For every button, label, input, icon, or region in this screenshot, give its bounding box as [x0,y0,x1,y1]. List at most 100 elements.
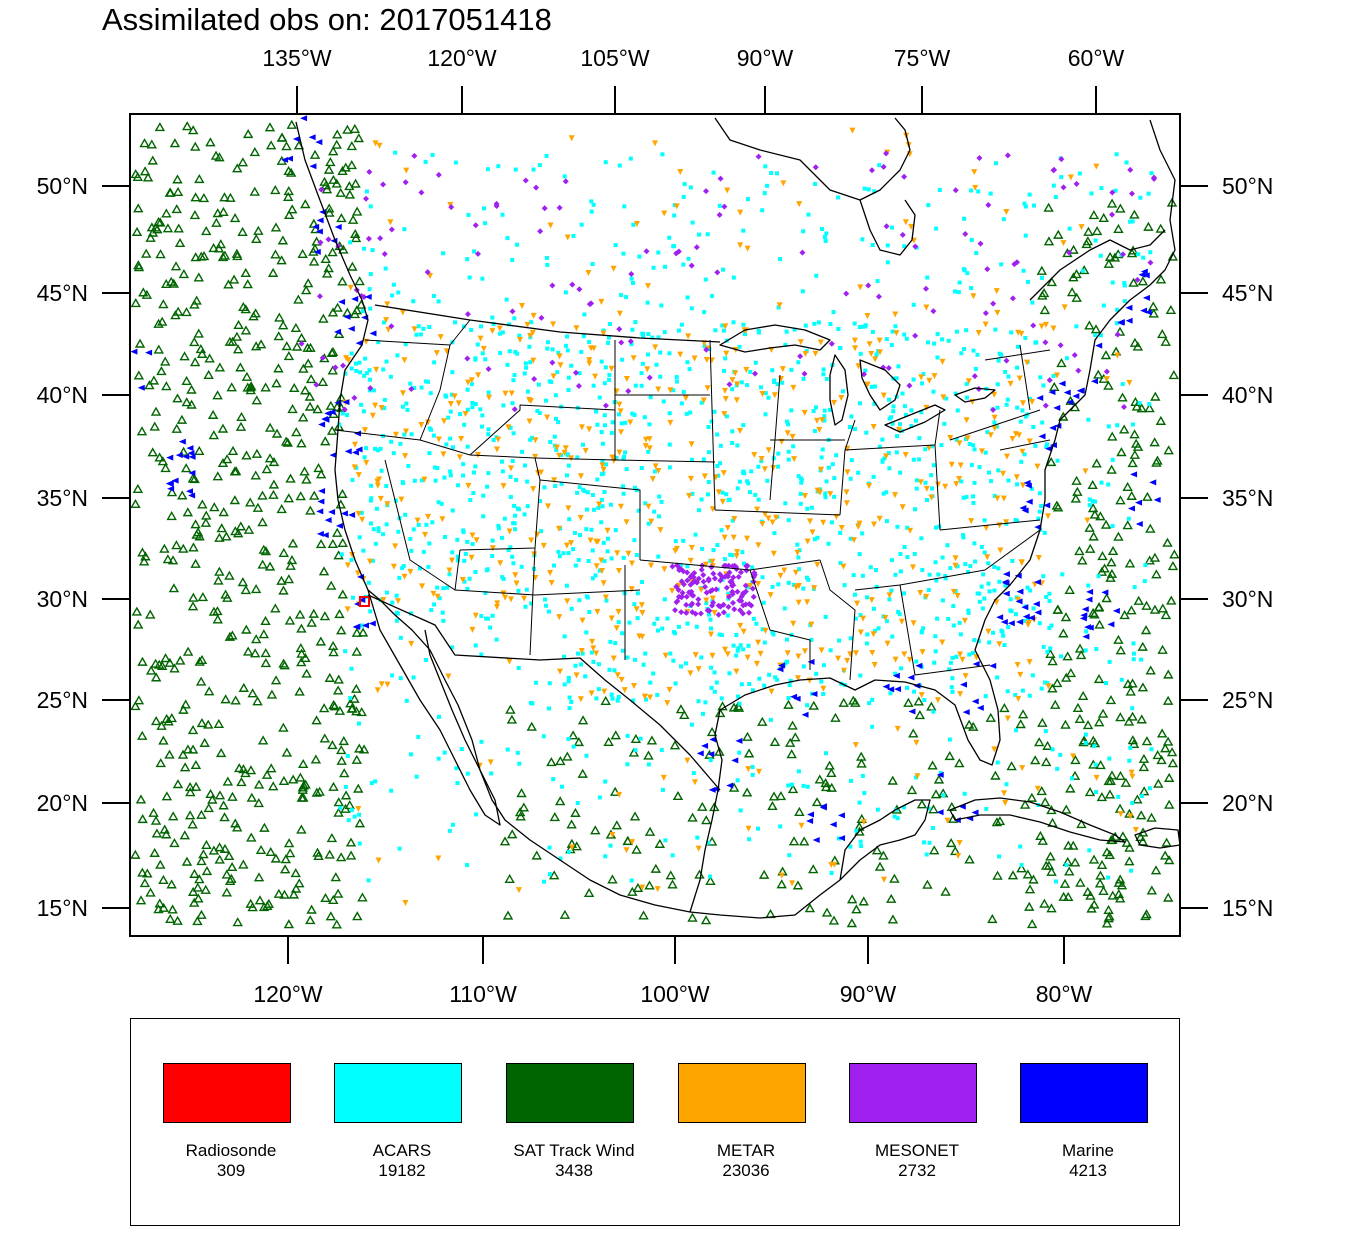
metar-marker [550,321,557,328]
metar-marker [651,140,658,147]
metar-marker [703,597,710,604]
acars-marker [465,387,470,392]
sat-wind-marker [963,719,975,729]
acars-marker [763,164,768,169]
metar-marker [608,365,615,372]
marine-marker [810,691,818,698]
sat-wind-marker [193,272,204,282]
acars-marker [485,484,490,489]
acars-marker [734,653,739,658]
sat-wind-marker [337,276,348,286]
acars-marker [1018,419,1023,424]
acars-marker [408,536,413,541]
sat-wind-marker [208,845,220,855]
acars-marker [1039,275,1044,280]
sat-wind-marker [154,122,166,132]
sat-wind-marker [200,884,211,894]
acars-marker [421,549,426,554]
acars-marker [483,590,488,595]
sat-wind-marker [203,369,214,379]
metar-marker [639,884,646,891]
acars-marker [490,315,495,320]
sat-wind-marker [290,322,302,333]
sat-wind-marker [1163,772,1175,782]
metar-marker [377,495,384,502]
metar-marker [430,590,437,597]
acars-marker [708,558,713,563]
marine-marker [328,508,336,515]
sat-wind-marker [197,592,209,602]
metar-marker [954,593,961,600]
sat-wind-marker [349,123,361,133]
acars-marker [398,676,403,681]
acars-marker [967,441,972,446]
metar-marker [401,573,408,580]
acars-marker [735,486,740,491]
sat-wind-marker [944,750,955,761]
sat-wind-marker [326,347,338,358]
sat-wind-marker [1007,870,1019,880]
sat-wind-marker [283,165,294,176]
sat-wind-marker [197,499,208,509]
acars-marker [473,356,478,361]
sat-wind-marker [1127,678,1138,688]
acars-marker [419,385,424,390]
metar-marker [797,339,804,346]
sat-wind-marker [350,228,361,239]
acars-marker [597,795,602,800]
metar-marker [556,614,563,621]
acars-marker [607,321,612,326]
sat-wind-marker [296,824,307,834]
mesonet-marker [875,293,882,300]
acars-marker [716,473,721,478]
sat-wind-marker [1062,891,1074,902]
acars-marker [479,739,484,744]
sat-wind-marker [287,404,298,414]
metar-marker [801,492,808,499]
acars-marker [778,824,783,829]
acars-marker [950,689,955,694]
mesonet-marker [743,567,750,574]
metar-marker [965,378,972,385]
sat-wind-marker [1129,337,1141,347]
legend-count: 23036 [722,1161,770,1180]
metar-marker [852,742,859,749]
sat-wind-marker [1169,549,1180,559]
acars-marker [524,587,529,592]
metar-marker [734,549,741,556]
acars-marker [624,295,629,300]
sat-wind-marker [1162,892,1174,902]
sat-wind-marker [240,768,251,778]
acars-marker [602,559,607,564]
acars-marker [750,565,755,570]
metar-marker [496,325,503,332]
metar-marker [745,825,752,832]
acars-marker [942,421,947,426]
sat-wind-marker [168,583,180,593]
sat-wind-marker [632,882,644,893]
sat-wind-marker [227,336,238,346]
sat-wind-marker [1107,431,1118,441]
sat-wind-marker [137,813,148,824]
sat-wind-marker [851,904,862,914]
sat-wind-marker [1074,713,1086,724]
marine-marker [343,313,351,320]
acars-marker [954,329,959,334]
acars-marker [343,784,348,789]
mesonet-marker [885,364,892,371]
metar-marker [695,666,702,673]
acars-marker [869,384,874,389]
sat-wind-marker [1095,870,1106,880]
acars-marker [563,343,568,348]
metar-marker [770,465,777,472]
acars-marker [1015,482,1020,487]
marine-marker [334,328,342,335]
acars-marker [786,783,791,788]
sat-wind-marker [1165,304,1177,315]
metar-marker [892,656,899,663]
metar-marker [585,269,592,276]
acars-marker [911,302,916,307]
metar-marker [771,392,778,399]
metar-marker [687,475,694,482]
metar-marker [376,142,383,149]
